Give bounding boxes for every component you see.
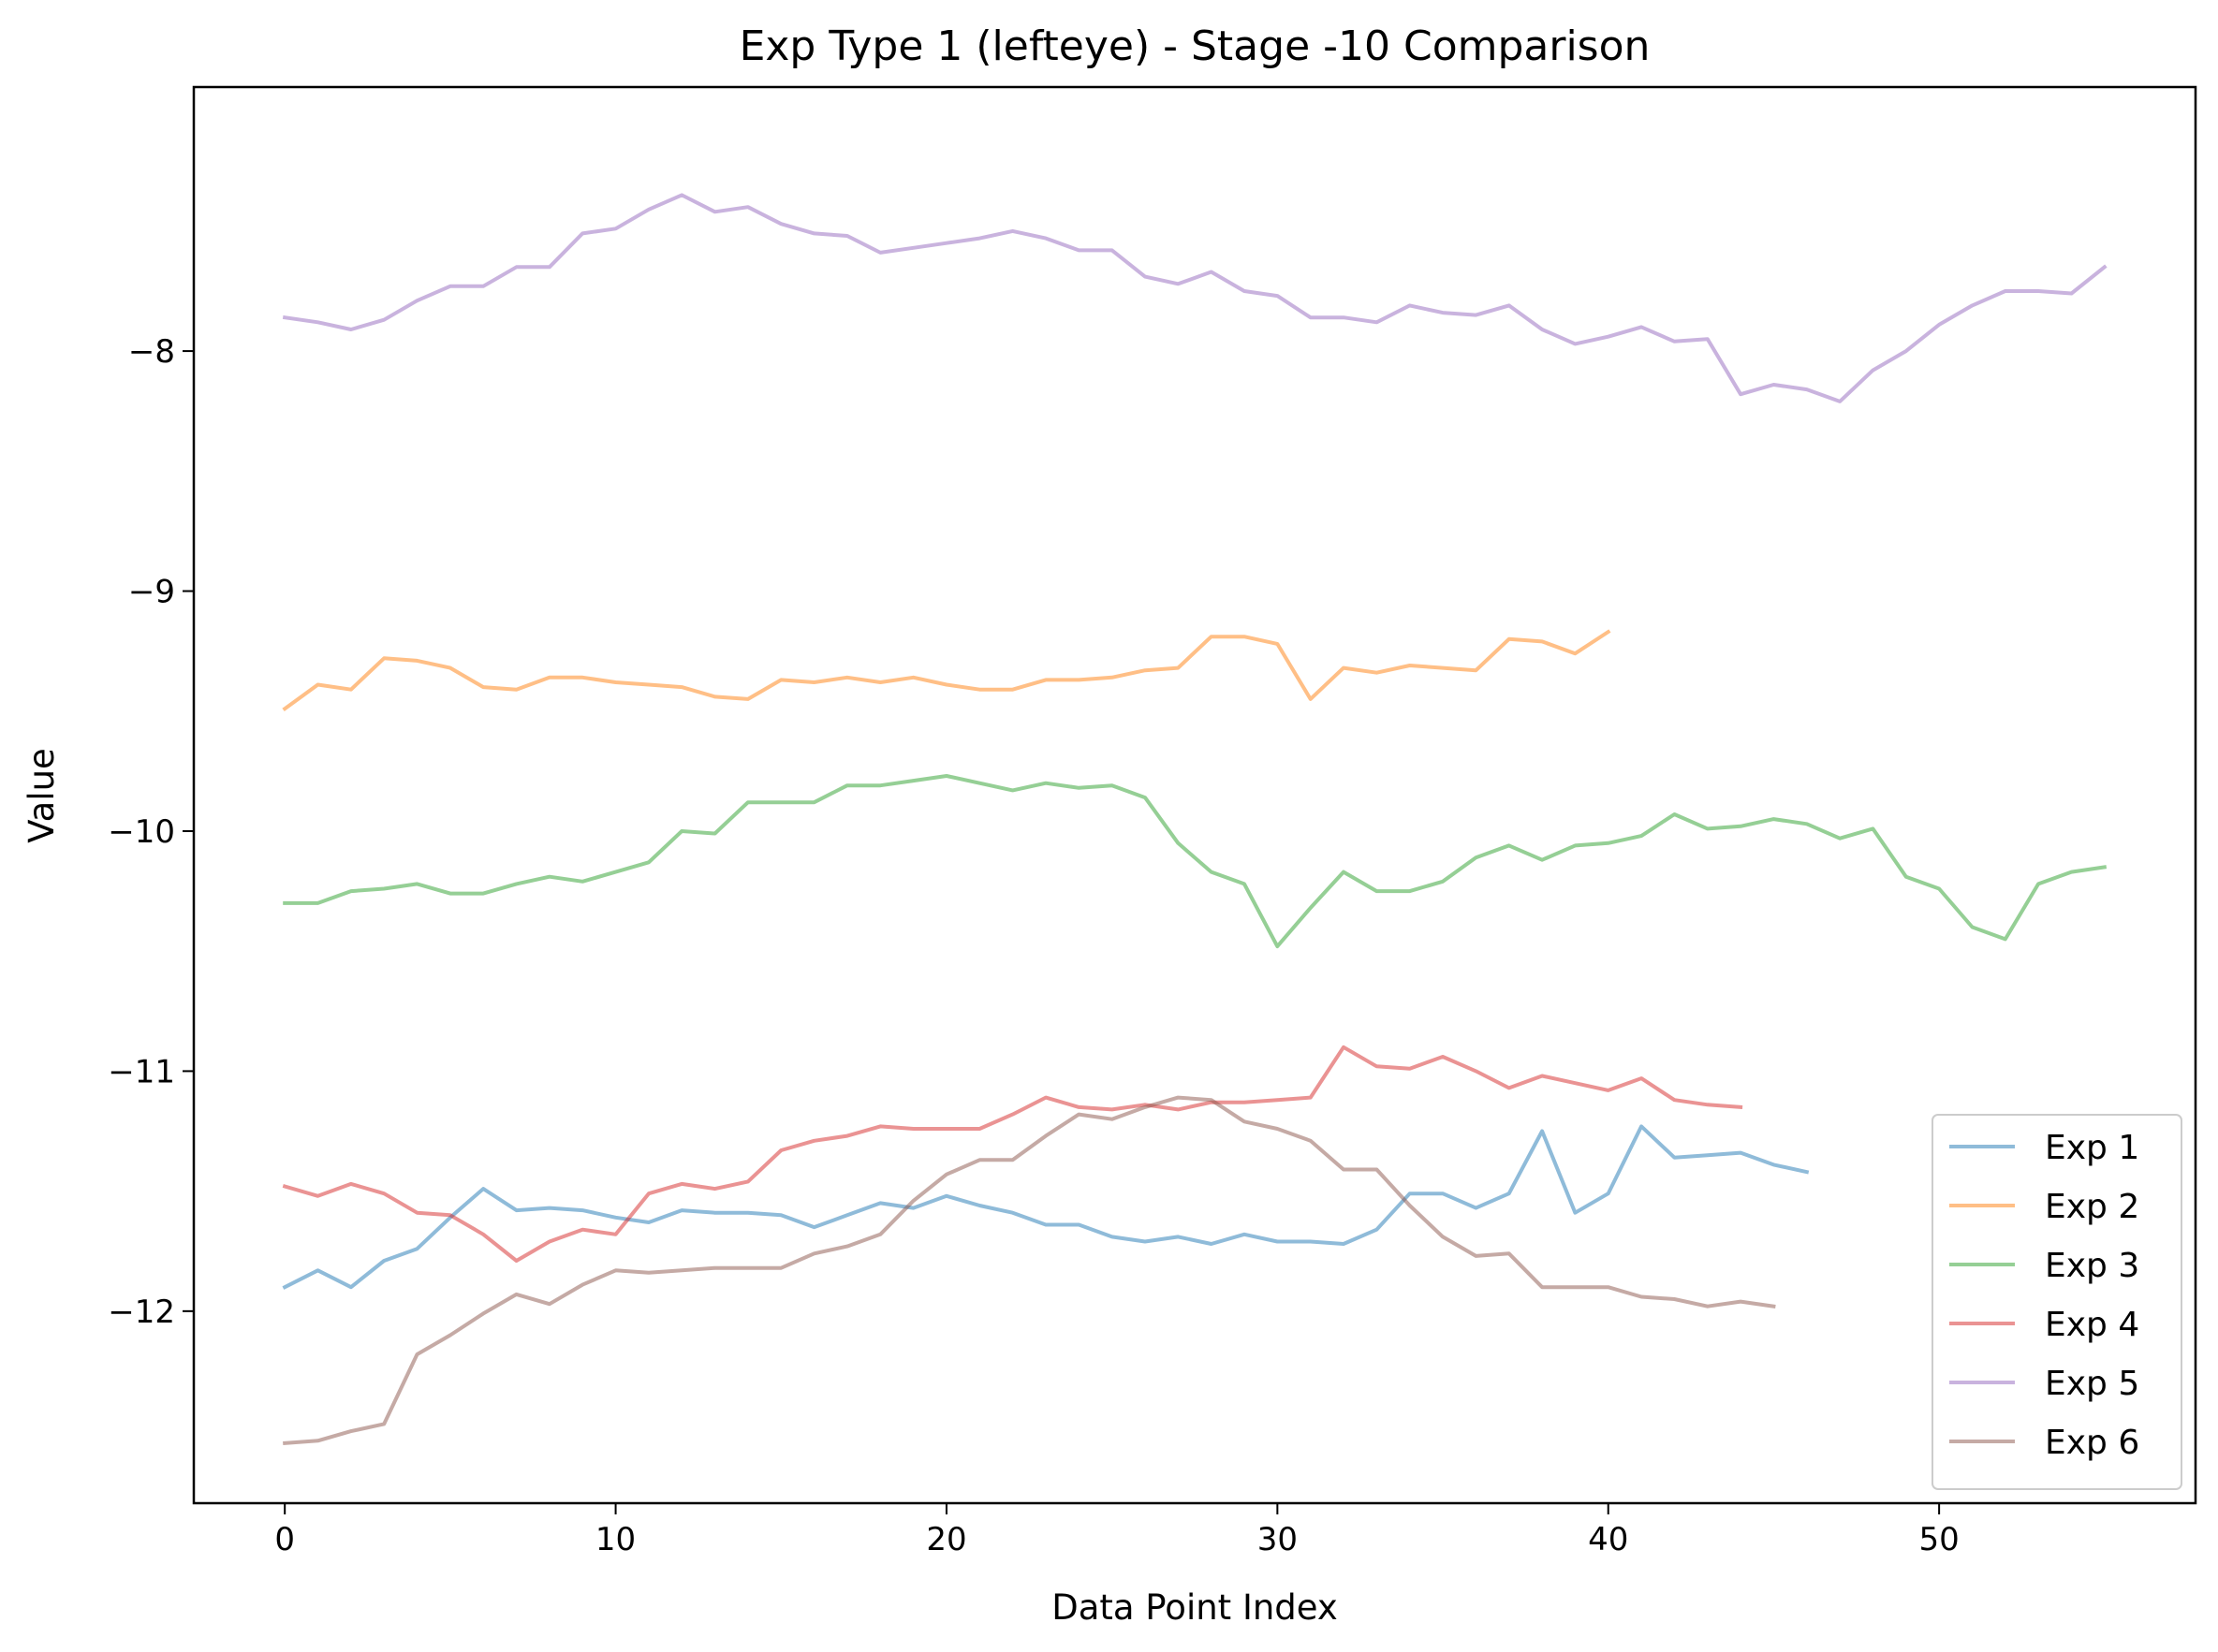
x-tick-label: 20 bbox=[926, 1521, 966, 1558]
x-tick-label: 10 bbox=[595, 1521, 636, 1558]
series-line-1 bbox=[282, 1124, 1810, 1290]
plot-area-frame bbox=[192, 85, 2197, 1505]
legend-label: Exp 6 bbox=[2045, 1424, 2139, 1462]
y-tick-label: −11 bbox=[108, 1053, 175, 1090]
series-line-5 bbox=[282, 193, 2108, 403]
x-axis-title: Data Point Index bbox=[1051, 1587, 1338, 1628]
chart-title: Exp Type 1 (lefteye) - Stage -10 Compari… bbox=[740, 22, 1651, 70]
y-tick-label: −9 bbox=[128, 574, 175, 611]
legend-label: Exp 5 bbox=[2045, 1365, 2139, 1403]
legend-label: Exp 1 bbox=[2045, 1129, 2139, 1167]
legend-box bbox=[1932, 1114, 2182, 1490]
series-line-6 bbox=[283, 1095, 1776, 1446]
series-line-4 bbox=[282, 1045, 1743, 1263]
y-axis-ticks: −12 −11 −10 −9 −8 bbox=[108, 333, 194, 1331]
y-tick-label: −8 bbox=[128, 333, 175, 371]
legend-label: Exp 4 bbox=[2045, 1306, 2139, 1344]
y-tick-label: −10 bbox=[108, 813, 175, 851]
series-line-3 bbox=[283, 774, 2108, 949]
x-tick-label: 50 bbox=[1918, 1521, 1959, 1558]
x-tick-label: 30 bbox=[1257, 1521, 1298, 1558]
series-line-2 bbox=[282, 629, 1611, 711]
legend-label: Exp 3 bbox=[2045, 1247, 2139, 1285]
x-tick-label: 40 bbox=[1588, 1521, 1628, 1558]
x-axis-ticks: 0 10 20 30 40 50 bbox=[274, 1503, 1960, 1558]
x-tick-label: 0 bbox=[274, 1521, 295, 1558]
legend-label: Exp 2 bbox=[2045, 1188, 2139, 1226]
y-tick-label: −12 bbox=[108, 1294, 175, 1331]
legend: Exp 1 Exp 2 Exp 3 Exp 4 Exp 5 Exp 6 bbox=[1932, 1114, 2182, 1490]
series-layer bbox=[282, 193, 2108, 1446]
y-axis-title: Value bbox=[22, 748, 62, 843]
